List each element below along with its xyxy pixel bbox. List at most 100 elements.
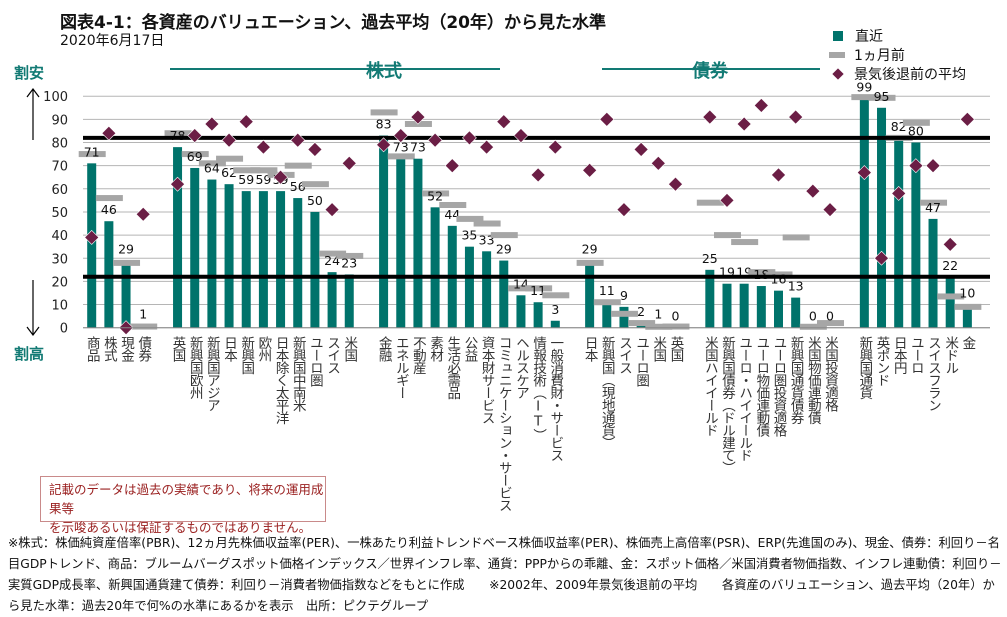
- bar-current: [877, 107, 887, 328]
- data-label: 71: [84, 144, 100, 159]
- bar-current: [464, 246, 474, 328]
- marker-pre-recession-avg: [307, 142, 323, 157]
- data-label: 46: [101, 202, 117, 217]
- data-label: 0: [826, 309, 834, 324]
- up-arrow-head-icon: [26, 88, 40, 98]
- y-tick-label: 80: [51, 137, 68, 152]
- down-arrow-head-icon: [26, 326, 40, 336]
- x-tick-label: 日本除く太平洋: [272, 336, 289, 424]
- marker-pre-recession-avg: [582, 162, 598, 178]
- bar-current: [962, 304, 972, 328]
- y-tick-label: 40: [51, 229, 68, 244]
- marker-pre-recession-avg: [753, 98, 769, 113]
- marker-month-ago: [198, 160, 226, 167]
- x-tick-label: ユーロ・ハイイールド: [736, 336, 753, 461]
- bar-current: [894, 137, 904, 328]
- bar-current: [533, 302, 543, 328]
- bar-current: [739, 283, 749, 328]
- data-label: 64: [204, 161, 220, 176]
- x-tick-label: 英国: [667, 336, 684, 361]
- legend-item-month-ago: 1ヵ月前: [829, 45, 905, 65]
- bar-current: [258, 191, 268, 328]
- bar-current: [293, 198, 303, 328]
- x-tick-label: スイスフラン: [925, 336, 942, 411]
- chart-title: 図表4-1：各資産のバリュエーション、過去平均（20年）から見た水準: [60, 13, 607, 33]
- marker-pre-recession-avg: [599, 111, 615, 127]
- data-label: 3: [551, 302, 559, 317]
- marker-pre-recession-avg: [324, 202, 340, 218]
- data-label: 50: [307, 193, 323, 208]
- marker-pre-recession-avg: [376, 137, 392, 153]
- y-tick-label: 10: [51, 299, 68, 314]
- marker-month-ago: [868, 94, 896, 101]
- data-label: 80: [908, 124, 924, 139]
- marker-pre-recession-avg: [719, 192, 735, 208]
- data-label: 29: [496, 242, 512, 257]
- marker-pre-recession-avg: [668, 176, 683, 192]
- x-tick-label: 金: [959, 336, 976, 349]
- bar-current: [499, 260, 509, 328]
- x-tick-label: スイス: [615, 336, 632, 374]
- y-tick-label: 60: [51, 183, 68, 198]
- marker-pre-recession-avg: [290, 132, 306, 148]
- data-label: 95: [874, 89, 890, 104]
- legend-label-current: 直近: [855, 29, 883, 45]
- marker-month-ago: [507, 285, 535, 292]
- marker-pre-recession-avg: [170, 176, 185, 192]
- marker-pre-recession-avg: [650, 155, 666, 171]
- bar-current: [121, 260, 131, 328]
- marker-pre-recession-avg: [788, 109, 804, 125]
- data-label: 33: [479, 232, 495, 247]
- marker-month-ago: [319, 250, 347, 257]
- marker-pre-recession-avg: [444, 158, 460, 174]
- x-tick-label: 生活必需品: [444, 336, 461, 399]
- legend-label-pre-recession-avg: 景気後退前の平均: [854, 67, 966, 83]
- marker-month-ago: [404, 120, 432, 127]
- x-tick-label: 新興国アジア: [203, 336, 220, 411]
- marker-pre-recession-avg: [238, 114, 254, 130]
- marker-month-ago: [181, 151, 209, 158]
- marker-pre-recession-avg: [856, 165, 872, 181]
- bar-current: [516, 295, 526, 328]
- data-label: 1: [139, 306, 147, 321]
- marker-month-ago: [937, 293, 965, 300]
- data-label: 59: [238, 172, 254, 187]
- data-label: 11: [530, 283, 546, 298]
- chart-date: 2020年6月17日: [60, 33, 165, 49]
- marker-month-ago: [113, 259, 141, 266]
- marker-pre-recession-avg: [547, 139, 563, 155]
- marker-pre-recession-avg: [84, 229, 100, 245]
- marker-pre-recession-avg: [135, 206, 151, 222]
- bar-current: [87, 163, 97, 328]
- marker-month-ago: [387, 153, 415, 160]
- x-tick-label: 欧州: [255, 336, 272, 361]
- marker-pre-recession-avg: [410, 109, 426, 125]
- marker-pre-recession-avg: [805, 183, 821, 199]
- marker-pre-recession-avg: [273, 169, 288, 185]
- legend-diamond-icon: [832, 68, 844, 80]
- cheap-label: 割安: [14, 64, 45, 82]
- marker-month-ago: [902, 119, 930, 126]
- bar-current: [550, 320, 560, 328]
- bar-current: [430, 207, 440, 328]
- marker-month-ago: [593, 299, 621, 306]
- data-label: 62: [221, 165, 237, 180]
- marker-pre-recession-avg: [874, 250, 889, 266]
- marker-month-ago: [284, 162, 312, 169]
- marker-pre-recession-avg: [925, 158, 941, 174]
- x-tick-label: 一般消費財・サービス: [547, 336, 564, 461]
- marker-pre-recession-avg: [393, 128, 409, 143]
- legend-item-current: 直近: [832, 26, 883, 46]
- data-label: 23: [341, 255, 357, 270]
- marker-month-ago: [817, 320, 845, 327]
- x-tick-label: ユーロ圏: [306, 336, 323, 386]
- x-tick-label: 米国ハイイールド: [701, 336, 718, 436]
- data-label: 59: [255, 172, 271, 187]
- bar-current: [104, 221, 114, 328]
- bar-current: [928, 218, 938, 328]
- data-label: 99: [856, 80, 872, 95]
- bar-current: [791, 297, 801, 328]
- marker-month-ago: [765, 271, 793, 278]
- marker-pre-recession-avg: [187, 128, 203, 143]
- x-tick-label: ユーロ: [907, 336, 924, 374]
